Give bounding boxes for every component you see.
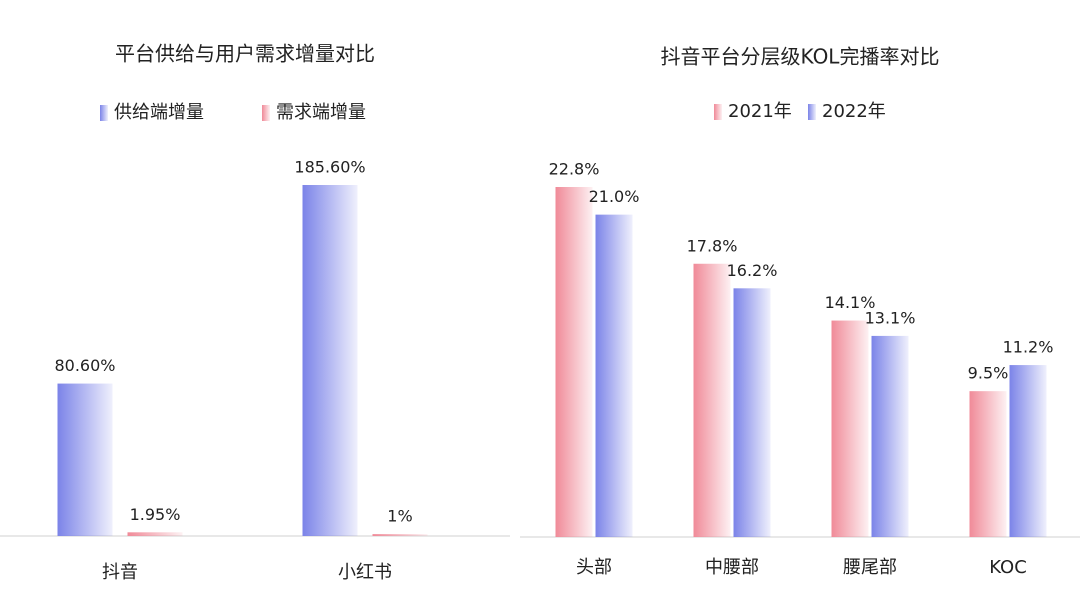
x-tick-label: 中腰部 [705, 557, 759, 578]
value-label: 17.8% [687, 236, 738, 255]
value-label: 185.60% [294, 158, 365, 177]
divider [510, 0, 520, 592]
bar [595, 214, 633, 537]
value-label: 80.60% [54, 356, 115, 375]
x-tick-label: 小红书 [338, 562, 392, 583]
value-label: 1% [387, 507, 412, 526]
bar [831, 320, 869, 537]
x-tick-label: 腰尾部 [843, 557, 897, 578]
value-label: 9.5% [968, 364, 1009, 383]
bar [372, 534, 428, 536]
legend-label: 2022年 [822, 101, 886, 122]
legend-swatch [262, 105, 270, 121]
x-tick-label: KOC [989, 557, 1027, 578]
legend-label: 2021年 [728, 101, 792, 122]
chart-title: 抖音平台分层级KOL完播率对比 [661, 45, 940, 69]
value-label: 14.1% [825, 293, 876, 312]
bar [969, 391, 1007, 537]
bar [555, 187, 593, 537]
bar [302, 185, 358, 536]
bar [693, 263, 731, 537]
bar [871, 335, 909, 537]
legend-label: 供给端增量 [114, 102, 204, 123]
value-label: 22.8% [549, 160, 600, 179]
x-tick-label: 头部 [576, 557, 612, 578]
value-label: 13.1% [865, 308, 916, 327]
chart-title: 平台供给与用户需求增量对比 [115, 42, 375, 66]
bar [733, 288, 771, 537]
bar [57, 383, 113, 536]
x-tick-label: 抖音 [102, 562, 138, 583]
legend-swatch [714, 104, 722, 120]
value-label: 11.2% [1003, 338, 1054, 357]
value-label: 21.0% [589, 187, 640, 206]
bar [127, 532, 183, 536]
value-label: 1.95% [130, 505, 181, 524]
legend-swatch [808, 104, 816, 120]
value-label: 16.2% [727, 261, 778, 280]
legend-label: 需求端增量 [276, 102, 366, 123]
legend-swatch [100, 105, 108, 121]
bar [1009, 365, 1047, 537]
